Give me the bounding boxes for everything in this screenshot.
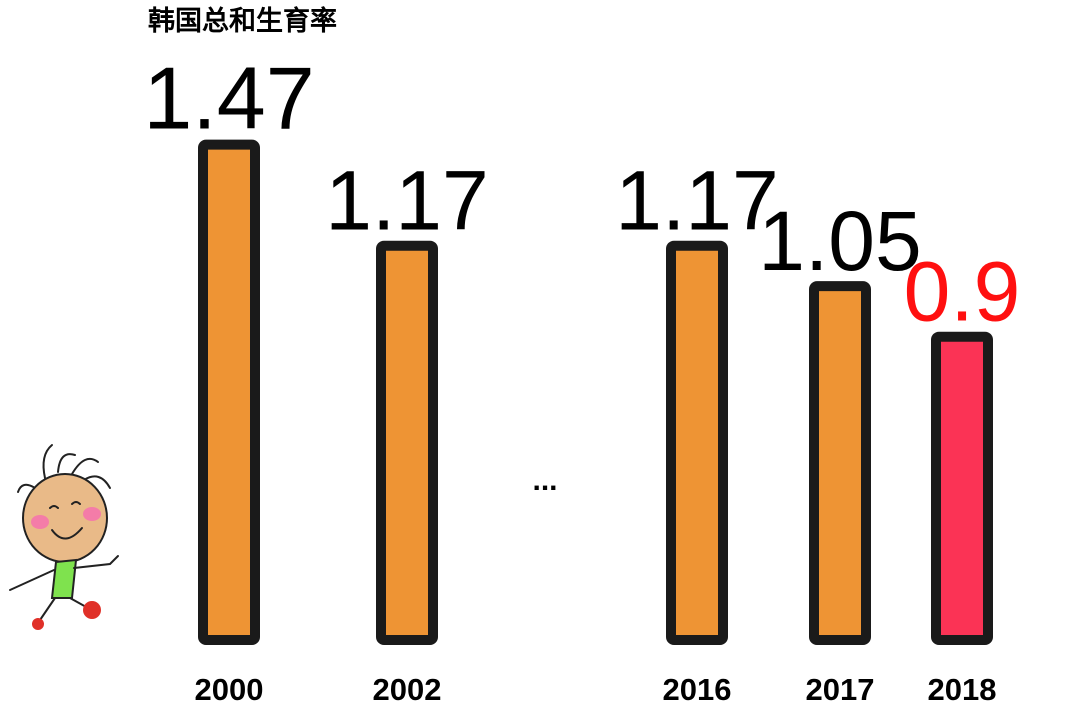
bar-2000 <box>198 139 260 646</box>
bar-2017 <box>809 281 871 645</box>
value-label-2016: 1.17 <box>615 154 779 248</box>
x-tick-2017: 2017 <box>806 672 875 707</box>
value-label-2000: 1.47 <box>143 49 314 148</box>
x-tick-2002: 2002 <box>373 672 442 707</box>
value-labels-group: 1.471.17 1.171.050.9 <box>143 49 1020 339</box>
x-tick-2000: 2000 <box>195 672 264 707</box>
value-label-2002: 1.17 <box>325 154 489 248</box>
bar-2002 <box>376 240 438 646</box>
x-tick-labels-group: 2000 2002 2016 2017 2018 <box>195 672 997 707</box>
gap-ellipsis: ... <box>532 464 557 497</box>
chart-title: 韩国总和生育率 <box>148 5 337 37</box>
value-label-2018: 0.9 <box>904 245 1021 339</box>
bars-group <box>198 139 993 646</box>
cartoon-child-icon <box>9 444 119 630</box>
bar-2016 <box>666 240 728 646</box>
value-label-2017: 1.05 <box>758 194 922 288</box>
x-tick-2018: 2018 <box>928 672 997 707</box>
bar-2018 <box>931 331 993 645</box>
x-tick-2016: 2016 <box>663 672 732 707</box>
